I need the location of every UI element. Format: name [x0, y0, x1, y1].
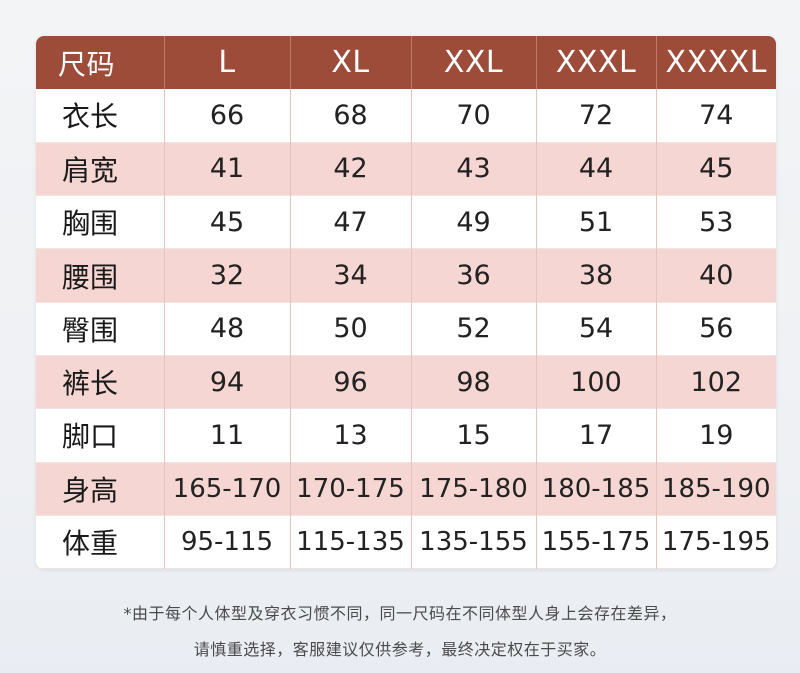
- header-size-xxxl: XXXL: [536, 36, 657, 89]
- table-cell: 11: [164, 408, 291, 463]
- table-cell: 185-190: [661, 473, 771, 504]
- table-cell: 42: [290, 142, 412, 196]
- table-row: 裤长 94 96 98 100 102: [36, 355, 776, 409]
- table-row: 体重 95-115 115-135 135-155 155-175 175-19…: [36, 515, 776, 569]
- table-cell: 41: [164, 142, 291, 196]
- table-cell: 43: [411, 142, 537, 196]
- table-cell: 115-135: [290, 515, 412, 569]
- row-label: 身高: [36, 462, 165, 516]
- table-cell: 165-170: [164, 462, 291, 516]
- table-cell: 13: [290, 408, 412, 463]
- row-label: 肩宽: [36, 142, 165, 196]
- table-cell: 175-180: [411, 462, 537, 516]
- table-header-row: 尺码 L XL XXL XXXL XXXXL: [36, 36, 776, 89]
- header-size-xl: XL: [290, 36, 412, 89]
- table-cell: 45: [699, 153, 734, 185]
- table-cell: 53: [699, 206, 734, 238]
- table-cell: 51: [536, 195, 657, 249]
- table-cell: 102: [690, 366, 743, 398]
- table-cell: 56: [699, 313, 734, 345]
- table-cell: 49: [411, 195, 537, 249]
- size-table: 尺码 L XL XXL XXXL XXXXL 衣长 66 68 70 72 74…: [36, 36, 776, 569]
- table-cell: 32: [164, 248, 291, 303]
- table-row: 肩宽 41 42 43 44 45: [36, 142, 776, 196]
- row-label: 衣长: [36, 89, 165, 143]
- table-cell: 45: [164, 195, 291, 249]
- table-row: 腰围 32 34 36 38 40: [36, 248, 776, 303]
- row-label: 胸围: [36, 195, 165, 249]
- table-cell: 44: [536, 142, 657, 196]
- table-cell: 70: [411, 89, 537, 143]
- table-cell: 40: [699, 260, 734, 292]
- header-size-l: L: [164, 36, 291, 89]
- table-cell: 66: [164, 89, 291, 143]
- size-chart-card: 尺码 L XL XXL XXXL XXXXL 衣长 66 68 70 72 74…: [36, 36, 776, 569]
- table-cell: 180-185: [536, 462, 657, 516]
- table-cell: 47: [290, 195, 412, 249]
- table-cell: 74: [699, 99, 734, 131]
- table-cell: 36: [411, 248, 537, 303]
- header-size-label: 尺码: [36, 36, 165, 89]
- table-cell: 19: [699, 419, 734, 451]
- table-cell: 52: [411, 302, 537, 356]
- table-cell: 98: [411, 355, 537, 409]
- table-cell: 175-195: [661, 527, 771, 558]
- row-label: 体重: [36, 515, 165, 569]
- table-cell: 155-175: [536, 515, 657, 569]
- row-label: 脚口: [36, 408, 165, 463]
- table-cell: 95-115: [164, 515, 291, 569]
- table-cell: 170-175: [290, 462, 412, 516]
- table-cell: 34: [290, 248, 412, 303]
- table-cell: 50: [290, 302, 412, 356]
- table-cell: 68: [290, 89, 412, 143]
- table-cell: 94: [164, 355, 291, 409]
- table-cell: 100: [536, 355, 657, 409]
- table-cell: 48: [164, 302, 291, 356]
- table-cell: 15: [411, 408, 537, 463]
- table-row: 衣长 66 68 70 72 74: [36, 89, 776, 143]
- row-label: 裤长: [36, 355, 165, 409]
- table-cell: 72: [536, 89, 657, 143]
- table-row: 臀围 48 50 52 54 56: [36, 302, 776, 356]
- table-cell: 17: [536, 408, 657, 463]
- disclaimer-line-1: *由于每个人体型及穿衣习惯不同，同一尺码在不同体型人身上会存在差异，: [123, 604, 677, 623]
- table-cell: 135-155: [411, 515, 537, 569]
- table-row: 身高 165-170 170-175 175-180 180-185 185-1…: [36, 462, 776, 516]
- row-label: 臀围: [36, 302, 165, 356]
- header-size-xxl: XXL: [411, 36, 537, 89]
- table-cell: 38: [536, 248, 657, 303]
- row-label: 腰围: [36, 248, 165, 303]
- header-size-xxxxl: XXXXL: [665, 45, 767, 80]
- table-row: 胸围 45 47 49 51 53: [36, 195, 776, 249]
- disclaimer-line-2: 请慎重选择，客服建议仅供参考，最终决定权在于买家。: [193, 640, 607, 659]
- table-cell: 96: [290, 355, 412, 409]
- table-cell: 54: [536, 302, 657, 356]
- table-row: 脚口 11 13 15 17 19: [36, 408, 776, 463]
